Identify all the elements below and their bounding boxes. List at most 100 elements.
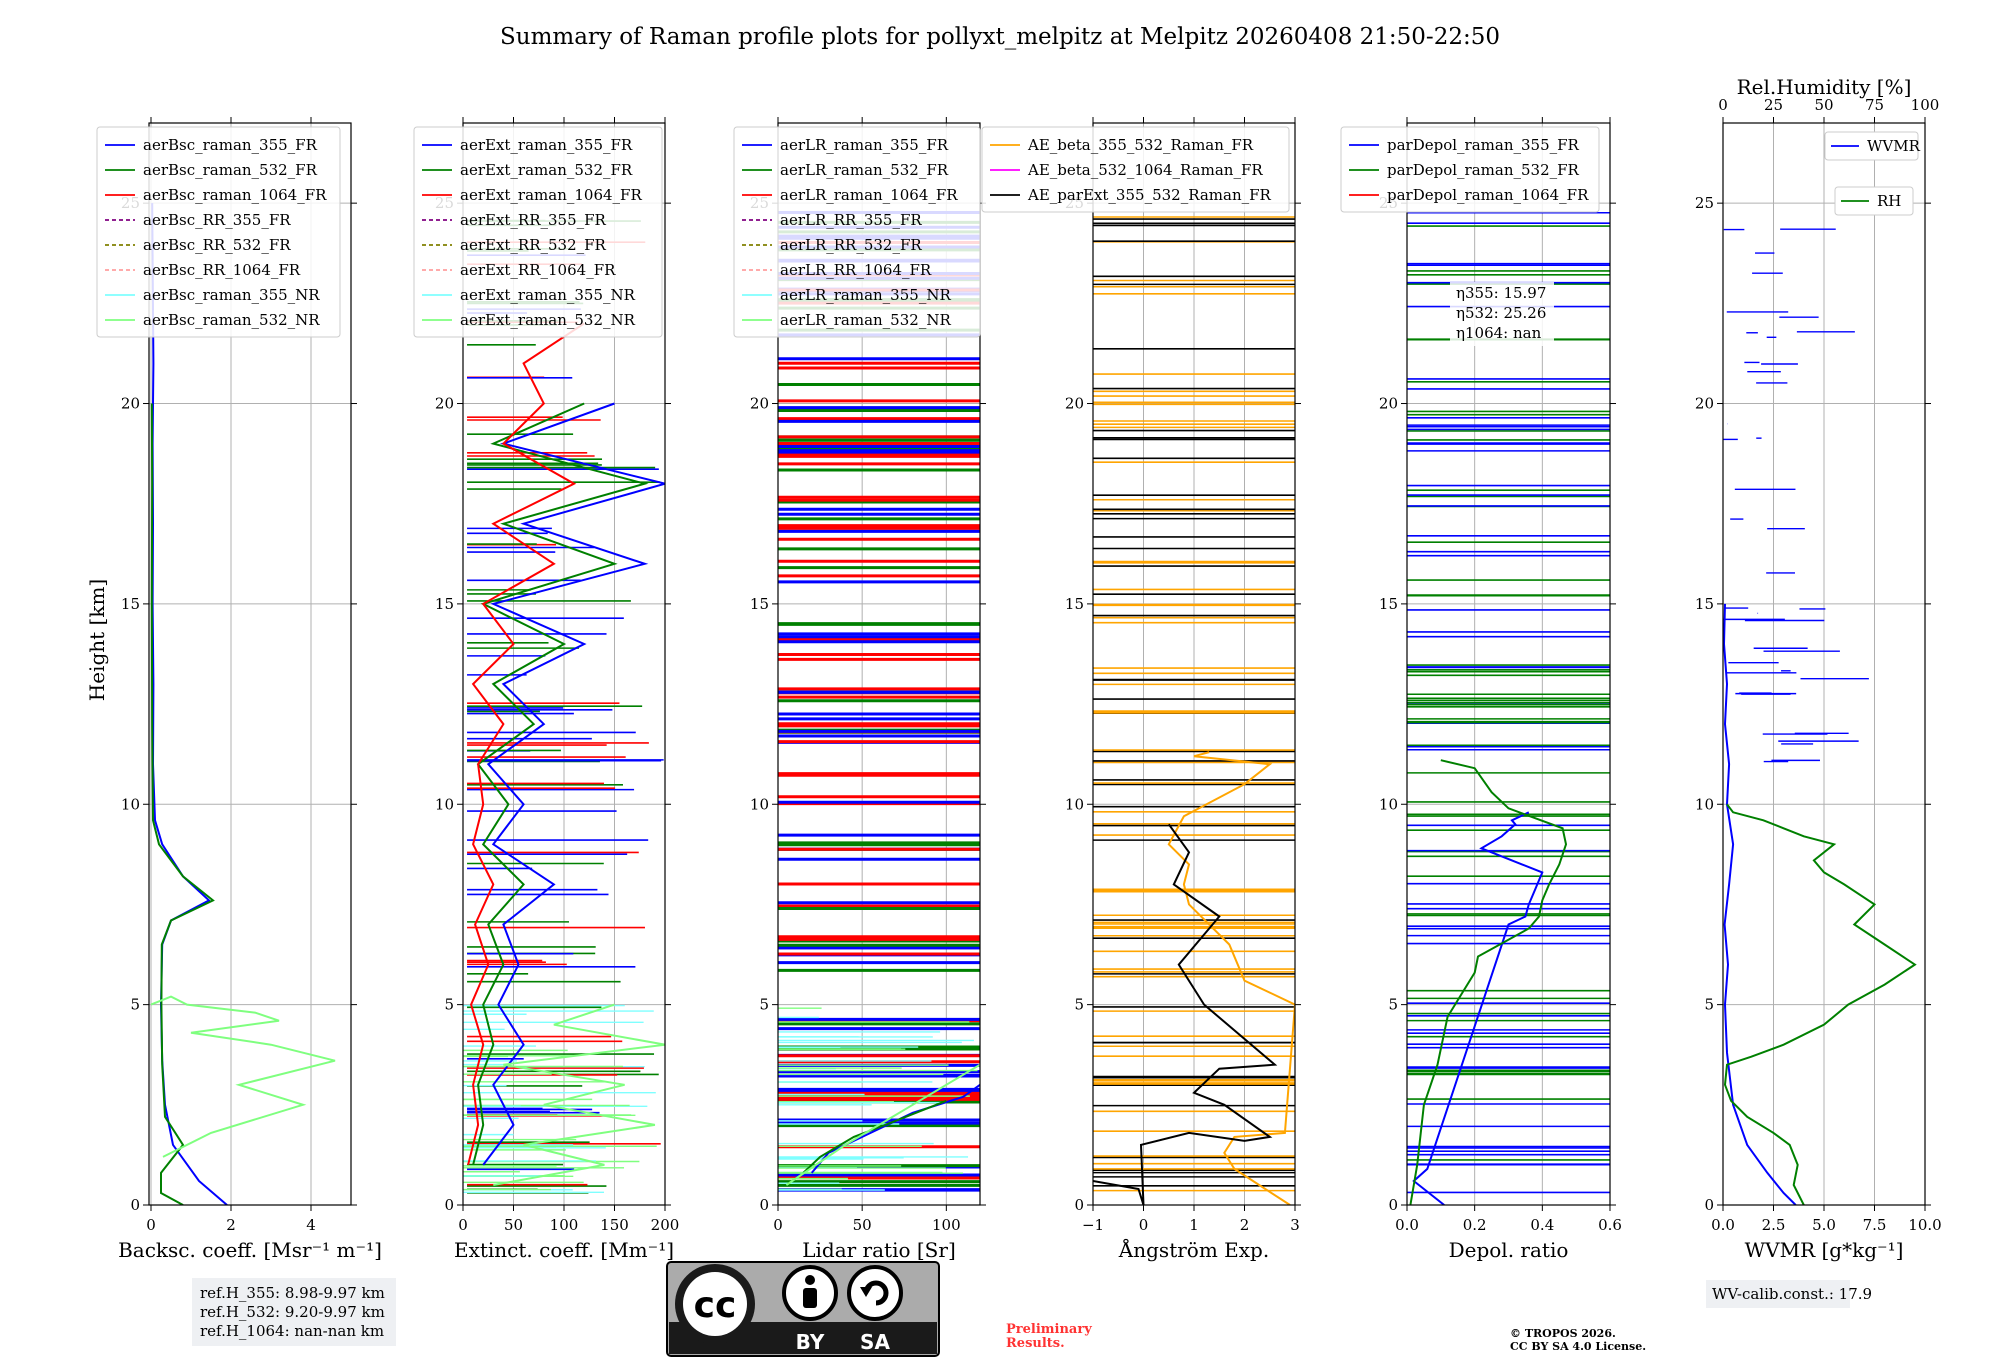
wv-calib-box: WV-calib.const.: 17.9	[1706, 1280, 1872, 1308]
y-tick-label: 20	[750, 395, 769, 413]
x-tick-label: 4	[306, 1216, 316, 1234]
y-tick-label: 10	[1379, 795, 1398, 813]
x-axis-label-bsc: Backsc. coeff. [Msr⁻¹ m⁻¹]	[118, 1238, 382, 1262]
plot-frame	[1406, 122, 1611, 1206]
plot-frame	[777, 122, 981, 1206]
legend-entry: aerBsc_RR_532_FR	[143, 236, 291, 254]
legend-entry: parDepol_raman_355_FR	[1387, 136, 1580, 154]
x-tick-label: 0	[458, 1216, 468, 1234]
sa-share-icon	[847, 1265, 903, 1321]
y-tick-label: 20	[1379, 395, 1398, 413]
legend-entry: aerExt_RR_355_FR	[460, 211, 607, 229]
rh-tick-label: 25	[1764, 96, 1783, 114]
series-aerBsc_raman_532_FR	[150, 403, 215, 1205]
data-layer	[778, 211, 980, 1192]
y-tick-label: 15	[435, 595, 454, 613]
y-tick-label: 15	[121, 595, 140, 613]
figure-title: Summary of Raman profile plots for polly…	[500, 24, 1500, 50]
eta-annotation: η532: 25.26	[1456, 304, 1546, 322]
y-tick-label: 5	[1388, 996, 1398, 1014]
legend-entry: aerBsc_raman_355_FR	[143, 136, 318, 154]
y-tick-label: 10	[750, 795, 769, 813]
series-aerExt_raman_532_NR	[493, 1003, 665, 1186]
legend-box	[413, 126, 663, 338]
y-tick-label: 0	[1074, 1196, 1084, 1214]
x-tick-label: 0.0	[1395, 1216, 1419, 1234]
ref-height-box: ref.H_355: 8.98-9.97 km ref.H_532: 9.20-…	[192, 1278, 396, 1346]
x-tick-label: 2	[1240, 1216, 1250, 1234]
y-tick-label: 0	[759, 1196, 769, 1214]
panel-wv: 0.0 2.5 5.0 7.5 10.0 0 5 10 15 20 25 WVMR [g*kg⁻¹] R…	[1695, 75, 1942, 1262]
y-tick-label: 15	[750, 595, 769, 613]
y-tick-label: 10	[435, 795, 454, 813]
legend-entry: aerBsc_raman_355_NR	[143, 286, 320, 304]
legend-entry: aerExt_raman_355_FR	[460, 136, 633, 154]
x-tick-label: 0	[146, 1216, 156, 1234]
x-tick-label: 200	[651, 1216, 680, 1234]
legend-entry: aerLR_raman_355_FR	[780, 136, 949, 154]
ref-height-532: ref.H_532: 9.20-9.97 km	[200, 1303, 385, 1321]
x-tick-label: 2.5	[1762, 1216, 1786, 1234]
series-aerExt_raman_532_FR	[472, 402, 649, 1166]
x-tick-label: 0.4	[1530, 1216, 1554, 1234]
series-RH	[1723, 803, 1917, 1205]
series-aerExt_raman_1064_FR	[467, 322, 585, 1166]
series-AE_parExt_355_532_Raman_FR	[1093, 823, 1278, 1205]
y-tick-label: 20	[1695, 395, 1714, 413]
y-tick-label: 25	[1695, 194, 1714, 212]
legend-entry: aerExt_RR_1064_FR	[460, 261, 616, 279]
legend-entry: parDepol_raman_1064_FR	[1387, 186, 1589, 204]
data-layer	[150, 203, 336, 1205]
legend-entry: aerLR_RR_532_FR	[780, 236, 922, 254]
legend-box	[96, 126, 341, 338]
y-tick-label: 5	[130, 996, 140, 1014]
preliminary-label: Preliminary	[1006, 1322, 1092, 1337]
series-aerExt_raman_355_FR	[482, 402, 665, 1166]
y-tick-label: 10	[121, 795, 140, 813]
x-axis-label-ae: Ångström Exp.	[1118, 1237, 1269, 1262]
legend-box	[1340, 126, 1600, 213]
y-tick-label: 0	[1388, 1196, 1398, 1214]
data-layer	[1407, 211, 1610, 1205]
sa-label: SA	[860, 1330, 890, 1354]
y-tick-label: 5	[759, 996, 769, 1014]
legend-box	[981, 126, 1290, 213]
legend-entry: aerLR_raman_532_NR	[780, 311, 951, 329]
legend-entry: RH	[1877, 192, 1901, 210]
x-tick-label: 10.0	[1908, 1216, 1941, 1234]
series-parDepol_raman_355_FR	[1412, 811, 1544, 1205]
y-tick-label: 10	[1695, 795, 1714, 813]
cc-logo-text: cc	[694, 1285, 737, 1326]
y-tick-label: 20	[1065, 395, 1084, 413]
data-layer	[1723, 228, 1917, 1205]
x-tick-label: 1	[1189, 1216, 1199, 1234]
eta-annotation: η1064: nan	[1456, 324, 1542, 342]
y-axis-label: Height [km]	[85, 579, 109, 701]
eta-annotation: η355: 15.97	[1456, 284, 1546, 302]
x-tick-label: 50	[504, 1216, 523, 1234]
x-tick-label: 3	[1290, 1216, 1300, 1234]
y-tick-label: 0	[130, 1196, 140, 1214]
legend-entry: aerExt_raman_532_NR	[460, 311, 636, 329]
legend-entry: aerBsc_RR_355_FR	[143, 211, 291, 229]
legend-box-WVMR	[1824, 131, 1919, 161]
legend-entry: aerExt_raman_532_FR	[460, 161, 633, 179]
y-tick-label: 15	[1695, 595, 1714, 613]
series-parDepol_raman_532_FR	[1409, 759, 1568, 1205]
legend-box	[733, 126, 981, 338]
legend-entry: AE_beta_355_532_Raman_FR	[1027, 136, 1254, 154]
series-aerBsc_raman_532_NR	[150, 995, 336, 1158]
series-WVMR	[1723, 603, 1797, 1205]
y-tick-label: 5	[1074, 996, 1084, 1014]
y-tick-label: 20	[121, 395, 140, 413]
rh-tick-label: 75	[1865, 96, 1884, 114]
legend-entry: AE_beta_532_1064_Raman_FR	[1027, 161, 1263, 179]
x-axis-label-wv: WVMR [g*kg⁻¹]	[1745, 1238, 1904, 1262]
legend-entry: aerLR_raman_355_NR	[780, 286, 951, 304]
x-tick-label: 7.5	[1863, 1216, 1887, 1234]
panel-lr: 0501000510152025Lidar ratio [Sr]aerLR_ra…	[733, 117, 986, 1262]
results-label: Results.	[1006, 1336, 1065, 1351]
y-tick-label: 20	[435, 395, 454, 413]
y-tick-label: 0	[1704, 1196, 1714, 1214]
